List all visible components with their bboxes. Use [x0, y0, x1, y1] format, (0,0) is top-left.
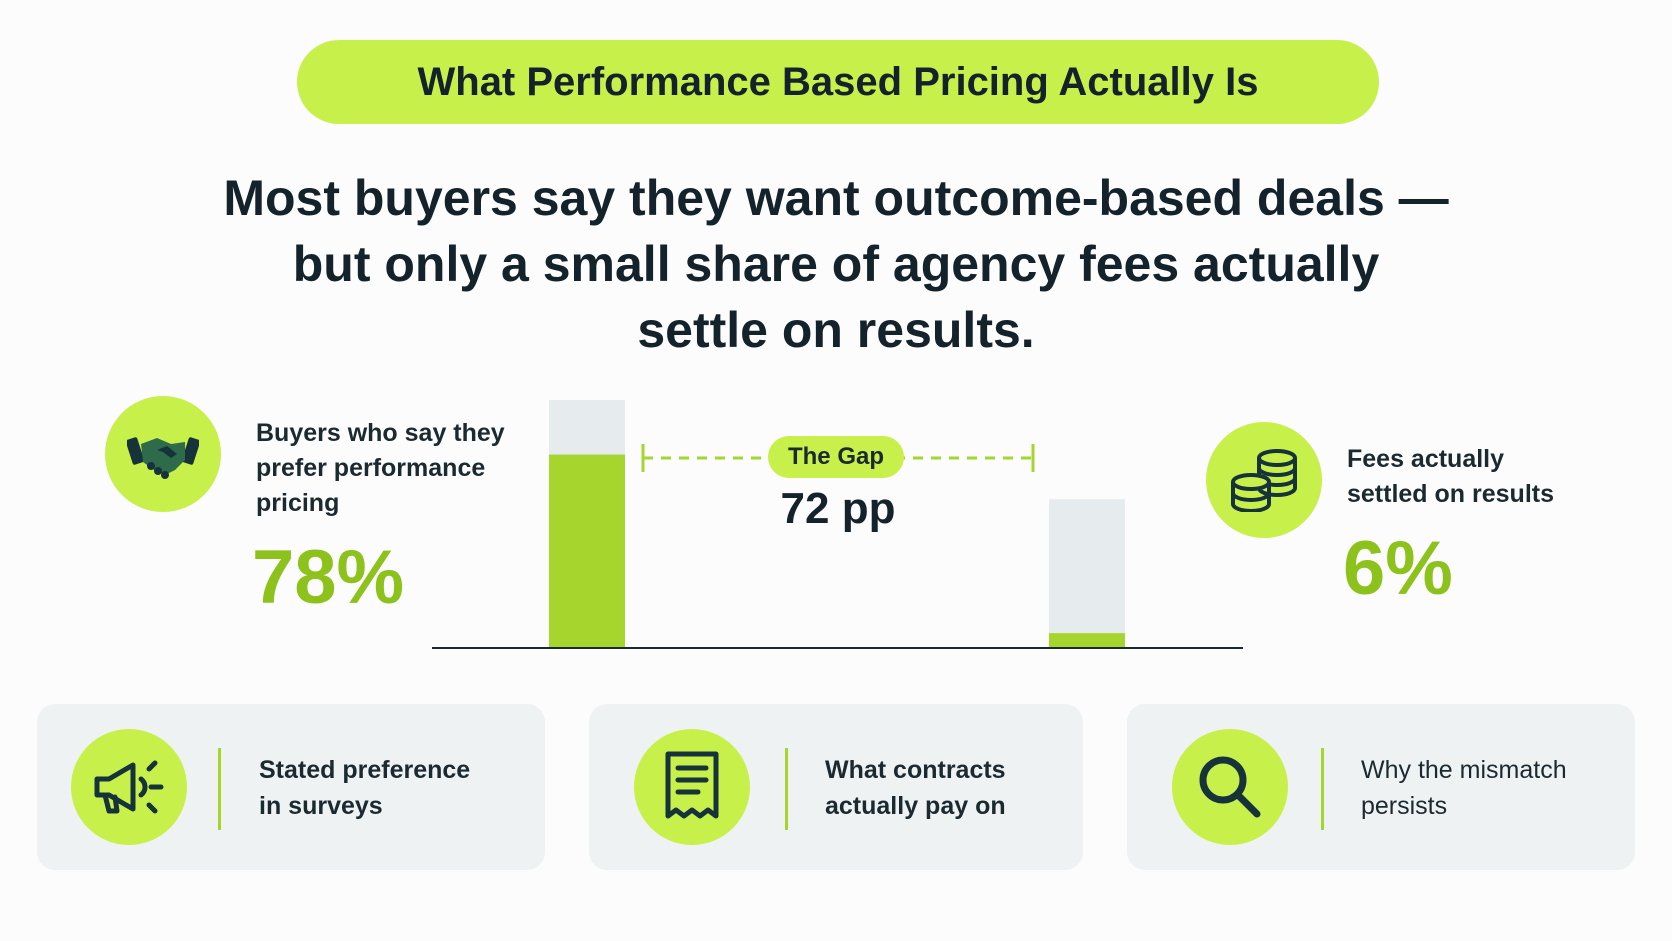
- left-stat-label-line: prefer performance: [256, 454, 486, 482]
- card-contracts: What contracts actually pay on: [589, 704, 1083, 870]
- gap-value: 72 pp: [780, 484, 896, 533]
- right-stat-label-line: settled on results: [1347, 480, 1554, 508]
- magnifier-icon: [1172, 729, 1288, 845]
- card-divider: [1321, 748, 1324, 830]
- card-divider: [218, 748, 221, 830]
- coins-icon: [1206, 422, 1322, 538]
- right-stat-label: Fees actually settled on results: [1347, 442, 1554, 512]
- receipt-icon: [634, 729, 750, 845]
- bar: [1049, 633, 1125, 648]
- card-mismatch: Why the mismatch persists: [1127, 704, 1635, 870]
- bar: [549, 454, 625, 648]
- handshake-icon: [105, 396, 221, 512]
- card-label: Why the mismatch persists: [1361, 752, 1567, 824]
- left-stat-label-line: Buyers who say they: [256, 419, 505, 447]
- card-label-line: Why the mismatch: [1361, 756, 1567, 784]
- card-label-line: What contracts: [825, 756, 1006, 784]
- left-stat-label: Buyers who say they prefer performance p…: [256, 416, 505, 521]
- card-stated-preference: Stated preference in surveys: [37, 704, 545, 870]
- gap-label: The Gap: [768, 436, 904, 478]
- bar-track: [1049, 499, 1125, 648]
- card-label-line: persists: [1361, 792, 1448, 820]
- headline: Most buyers say they want outcome-based …: [100, 165, 1572, 363]
- title-pill: What Performance Based Pricing Actually …: [297, 40, 1379, 124]
- card-label-line: Stated preference: [259, 756, 471, 784]
- right-stat-label-line: Fees actually: [1347, 445, 1505, 473]
- megaphone-icon: [71, 729, 187, 845]
- card-label: What contracts actually pay on: [825, 752, 1006, 824]
- headline-line: but only a small share of agency fees ac…: [292, 236, 1380, 292]
- headline-line: settle on results.: [637, 302, 1035, 358]
- card-label-line: in surveys: [259, 792, 383, 820]
- headline-line: Most buyers say they want outcome-based …: [223, 170, 1449, 226]
- left-stat-value: 78%: [252, 535, 405, 620]
- left-stat-label-line: pricing: [256, 489, 340, 517]
- card-divider: [785, 748, 788, 830]
- card-label-line: actually pay on: [825, 792, 1006, 820]
- card-label: Stated preference in surveys: [259, 752, 470, 824]
- right-stat-value: 6%: [1343, 526, 1453, 611]
